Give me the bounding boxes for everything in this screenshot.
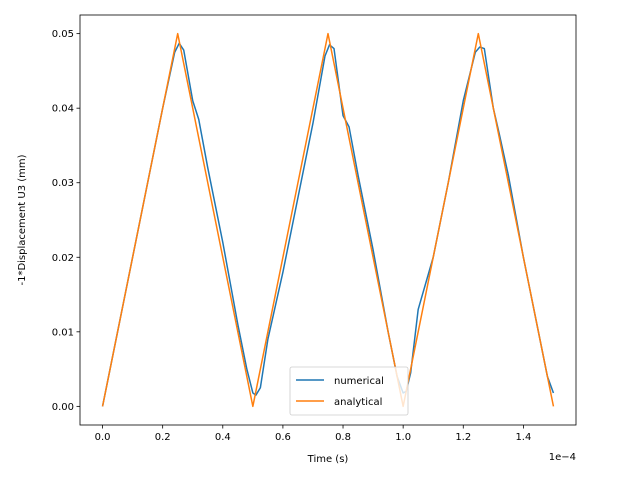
legend-label-analytical: analytical	[334, 397, 382, 408]
y-axis-ticks: 0.00 0.01 0.02 0.03 0.04 0.05	[52, 29, 80, 413]
x-axis-label: Time (s)	[307, 454, 349, 465]
x-tick-label: 0.4	[215, 432, 231, 443]
legend: numerical analytical	[289, 366, 409, 416]
legend-label-numerical: numerical	[334, 376, 384, 387]
series-line-analytical	[101, 32, 555, 408]
y-tick-label: 0.01	[52, 327, 74, 338]
plot-frame	[79, 14, 577, 426]
x-tick-label: 1.0	[395, 432, 411, 443]
y-tick-label: 0.00	[52, 402, 74, 413]
y-tick-label: 0.04	[52, 104, 74, 115]
plot-lines	[101, 32, 555, 408]
x-tick-label: 0.6	[275, 432, 291, 443]
legend-box	[289, 366, 409, 416]
x-axis-offset-label: 1e−4	[549, 452, 576, 463]
y-axis-label: -1*Displacement U3 (mm)	[17, 154, 28, 285]
y-tick-label: 0.03	[52, 178, 74, 189]
y-tick-label: 0.02	[52, 253, 74, 264]
x-tick-label: 0.2	[155, 432, 171, 443]
y-tick-label: 0.05	[52, 29, 74, 40]
x-tick-label: 1.4	[515, 432, 531, 443]
x-tick-label: 0.8	[335, 432, 351, 443]
x-tick-label: 1.2	[455, 432, 471, 443]
x-axis-ticks: 0.0 0.2 0.4 0.6 0.8 1.0 1.2 1.4	[95, 425, 531, 443]
x-tick-label: 0.0	[95, 432, 111, 443]
